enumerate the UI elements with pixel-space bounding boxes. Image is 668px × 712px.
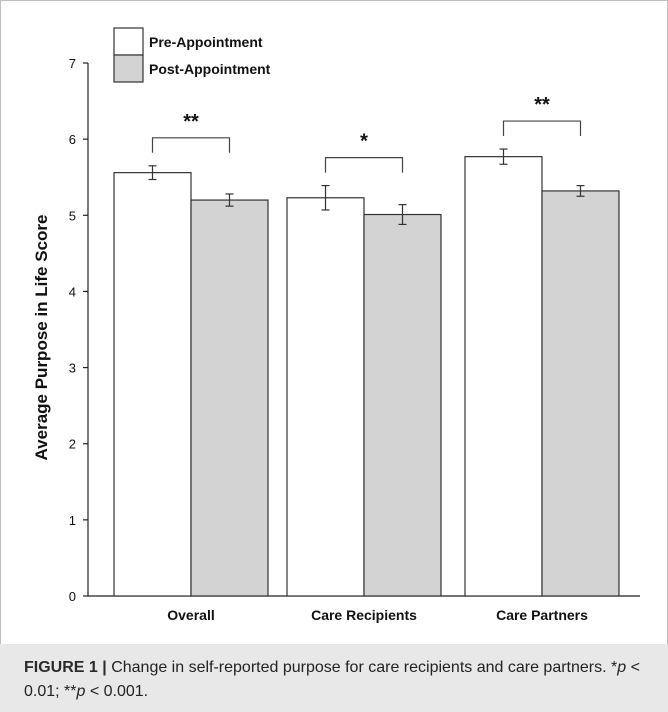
bar-pre <box>286 197 365 597</box>
legend-swatch-pre <box>113 27 144 56</box>
caption-separator: | <box>102 659 107 676</box>
y-tick-label: 4 <box>69 284 76 299</box>
significance-bracket <box>324 156 404 173</box>
bar-post <box>190 199 269 597</box>
significance-bracket <box>151 137 231 153</box>
y-tick-label: 3 <box>69 361 76 376</box>
legend-label: Pre-Appointment <box>149 34 263 50</box>
y-axis-label: Average Purpose in Life Score <box>32 215 51 461</box>
y-tick-label: 5 <box>69 208 76 223</box>
x-tick-label: Overall <box>167 607 214 623</box>
significance-bracket <box>502 120 582 137</box>
legend-label: Post-Appointment <box>149 61 271 77</box>
figure-caption: FIGURE 1 | Change in self-reported purpo… <box>24 656 649 704</box>
significance-marker: ** <box>183 111 199 133</box>
caption-label: FIGURE 1 <box>24 659 98 676</box>
caption-p-symbol-1: p <box>617 659 627 676</box>
y-tick-label: 1 <box>69 513 76 528</box>
y-tick-label: 2 <box>69 437 76 452</box>
y-tick-label: 6 <box>69 132 76 147</box>
caption-p-symbol-2: p <box>76 683 86 700</box>
bar-pre <box>464 156 543 597</box>
bar-pre <box>113 172 192 597</box>
bar-chart: 0 1 2 3 4 5 6 7 Average Purpose in Life Score Ove… <box>32 27 640 623</box>
caption-text-mid: < 0.01; ** <box>24 659 640 700</box>
bar-post <box>363 213 442 597</box>
x-tick-label: Care Partners <box>496 607 588 623</box>
y-tick-label: 0 <box>69 589 76 604</box>
significance-marker: ** <box>534 94 550 116</box>
caption-text-after: < 0.001. <box>85 683 149 700</box>
caption-box: FIGURE 1 | Change in self-reported purpo… <box>0 644 668 712</box>
x-tick-label: Care Recipients <box>311 607 417 623</box>
legend-swatch-post <box>113 54 144 83</box>
bar-post <box>541 190 620 597</box>
significance-marker: * <box>360 131 368 153</box>
caption-text-before: Change in self-reported purpose for care… <box>111 659 618 676</box>
y-tick-label: 7 <box>69 56 76 71</box>
